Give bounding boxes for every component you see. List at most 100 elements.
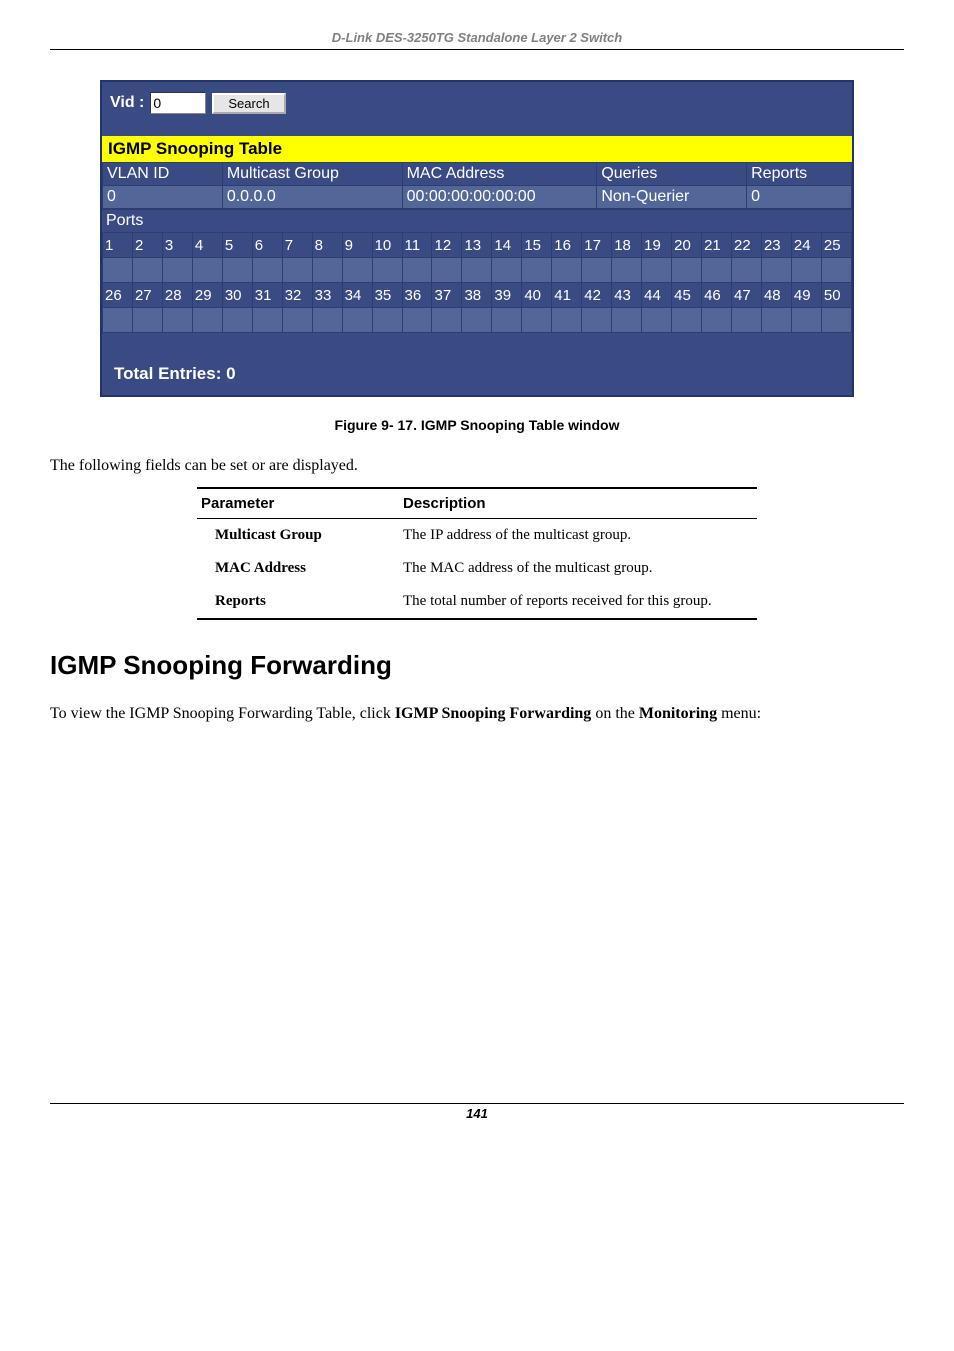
port-cell-blank — [132, 258, 162, 283]
text: menu: — [717, 705, 761, 722]
bold-link-text: IGMP Snooping Forwarding — [395, 705, 591, 722]
vid-input[interactable] — [150, 92, 206, 114]
vid-label: Vid : — [110, 94, 144, 112]
port-cell-blank — [282, 308, 312, 333]
search-button[interactable]: Search — [212, 93, 285, 114]
port-cell-blank — [462, 308, 492, 333]
bold-menu-text: Monitoring — [639, 705, 717, 722]
port-cell: 38 — [462, 283, 492, 308]
port-cell-blank — [342, 308, 372, 333]
port-cell: 11 — [402, 233, 432, 258]
figure-caption: Figure 9- 17. IGMP Snooping Table window — [50, 417, 904, 433]
port-cell-blank — [192, 308, 222, 333]
cell-reports: 0 — [747, 186, 852, 209]
port-cell-blank — [402, 308, 432, 333]
port-cell-blank — [162, 308, 192, 333]
port-cell-blank — [103, 258, 133, 283]
port-cell: 44 — [642, 283, 672, 308]
port-cell: 18 — [612, 233, 642, 258]
port-cell: 10 — [372, 233, 402, 258]
port-cell-blank — [492, 308, 522, 333]
col-vlan: VLAN ID — [103, 163, 223, 186]
port-cell: 22 — [732, 233, 762, 258]
param-row: Reports The total number of reports rece… — [197, 585, 757, 619]
port-cell: 46 — [702, 283, 732, 308]
port-cell-blank — [552, 258, 582, 283]
table-data-row: 0 0.0.0.0 00:00:00:00:00:00 Non-Querier … — [103, 186, 852, 209]
port-cell-blank — [312, 308, 342, 333]
port-cell: 37 — [432, 283, 462, 308]
port-cell: 13 — [462, 233, 492, 258]
port-cell: 45 — [672, 283, 702, 308]
col-mcast: Multicast Group — [222, 163, 402, 186]
port-cell-blank — [282, 258, 312, 283]
port-cell-blank — [522, 308, 552, 333]
port-cell: 24 — [791, 233, 821, 258]
port-cell-blank — [432, 258, 462, 283]
total-entries: Total Entries: 0 — [110, 361, 844, 387]
ports-table: 1234567891011121314151617181920212223242… — [102, 232, 852, 333]
port-cell-blank — [612, 308, 642, 333]
port-cell: 23 — [761, 233, 791, 258]
port-cell: 14 — [492, 233, 522, 258]
port-cell: 27 — [132, 283, 162, 308]
col-queries: Queries — [597, 163, 747, 186]
port-cell-blank — [672, 308, 702, 333]
port-cell: 42 — [582, 283, 612, 308]
port-cell: 7 — [282, 233, 312, 258]
port-cell: 49 — [791, 283, 821, 308]
port-cell-blank — [402, 258, 432, 283]
col-reports: Reports — [747, 163, 852, 186]
parameter-table: Parameter Description Multicast Group Th… — [197, 487, 757, 620]
port-cell-blank — [642, 258, 672, 283]
port-cell-blank — [761, 258, 791, 283]
port-cell: 8 — [312, 233, 342, 258]
port-cell: 43 — [612, 283, 642, 308]
port-cell-blank — [642, 308, 672, 333]
port-cell-blank — [761, 308, 791, 333]
port-cell: 12 — [432, 233, 462, 258]
port-cell: 32 — [282, 283, 312, 308]
port-cell: 17 — [582, 233, 612, 258]
param-head-parameter: Parameter — [197, 488, 399, 519]
port-cell-blank — [582, 308, 612, 333]
port-cell-blank — [672, 258, 702, 283]
port-cell-blank — [821, 308, 851, 333]
param-name: Reports — [197, 585, 399, 619]
cell-mcast: 0.0.0.0 — [222, 186, 402, 209]
port-cell-blank — [732, 308, 762, 333]
port-cell-blank — [312, 258, 342, 283]
text: on the — [591, 705, 639, 722]
port-cell: 41 — [552, 283, 582, 308]
port-cell-blank — [372, 308, 402, 333]
port-cell: 48 — [761, 283, 791, 308]
port-cell: 9 — [342, 233, 372, 258]
port-cell-blank — [252, 308, 282, 333]
ports-label: Ports — [102, 209, 852, 232]
port-cell: 47 — [732, 283, 762, 308]
section-heading: IGMP Snooping Forwarding — [50, 650, 904, 681]
port-cell: 3 — [162, 233, 192, 258]
port-cell: 16 — [552, 233, 582, 258]
port-cell: 4 — [192, 233, 222, 258]
port-cell: 19 — [642, 233, 672, 258]
port-cell-blank — [372, 258, 402, 283]
port-cell-blank — [132, 308, 162, 333]
port-cell-blank — [462, 258, 492, 283]
port-cell: 28 — [162, 283, 192, 308]
param-name: MAC Address — [197, 552, 399, 585]
port-cell-blank — [791, 308, 821, 333]
port-cell: 2 — [132, 233, 162, 258]
section-body: To view the IGMP Snooping Forwarding Tab… — [50, 705, 904, 723]
port-cell: 39 — [492, 283, 522, 308]
port-cell-blank — [162, 258, 192, 283]
cell-mac: 00:00:00:00:00:00 — [402, 186, 597, 209]
panel-footer: Total Entries: 0 — [102, 333, 852, 395]
panel-title: IGMP Snooping Table — [102, 136, 852, 162]
running-header: D-Link DES-3250TG Standalone Layer 2 Swi… — [50, 30, 904, 50]
cell-vlan: 0 — [103, 186, 223, 209]
port-cell: 50 — [821, 283, 851, 308]
port-cell-blank — [492, 258, 522, 283]
port-cell-blank — [552, 308, 582, 333]
param-name: Multicast Group — [197, 519, 399, 553]
